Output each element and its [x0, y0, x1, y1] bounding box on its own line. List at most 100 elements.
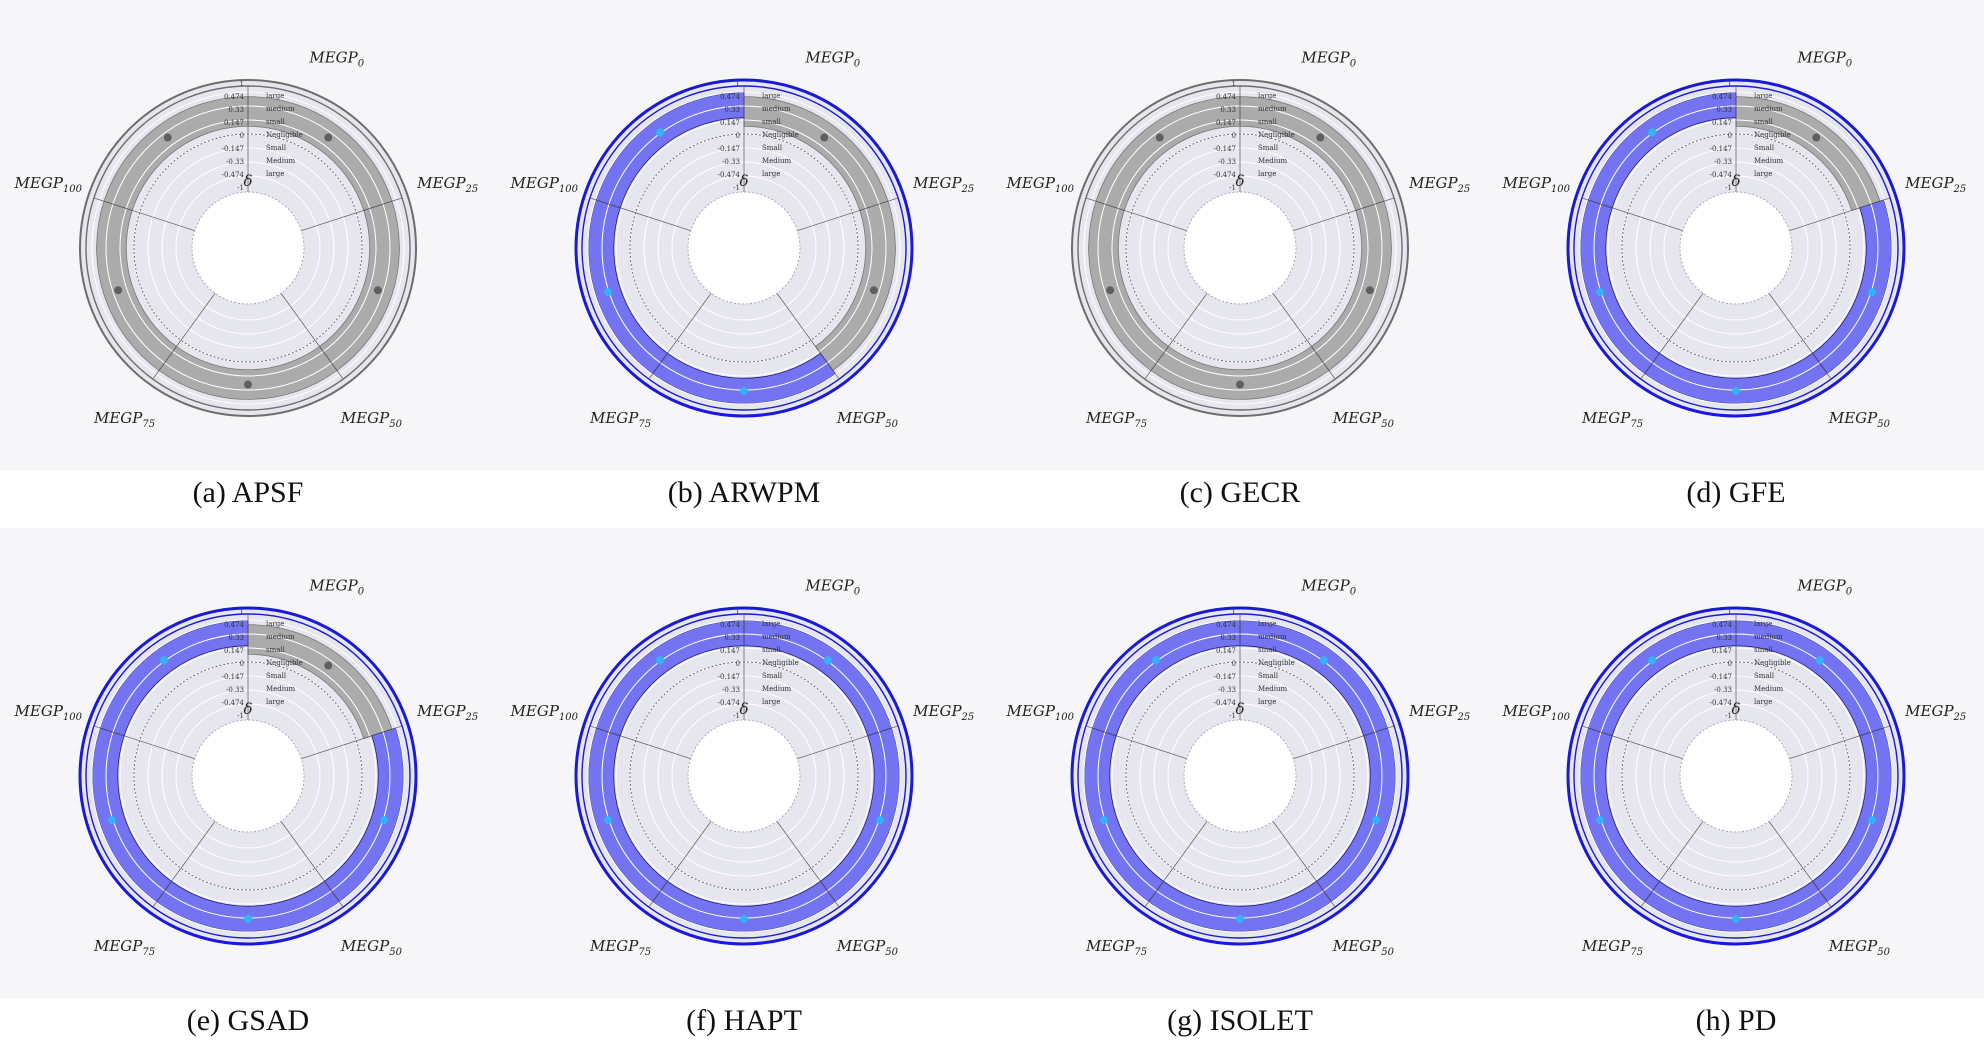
radial-tick: 0.33 [1716, 106, 1732, 114]
radial-tick: -0.474 [718, 171, 741, 179]
data-point-25 [379, 816, 388, 825]
axis-label-25: MEGP25 [416, 702, 478, 723]
panel-apsf: 1 0.474 0.33 0.147 0 -0.147 -0.33 -0.474 -1 large… [0, 0, 496, 528]
sector-line [648, 293, 712, 380]
polar-chart-gecr: 1 0.474 0.33 0.147 0 -0.147 -0.33 -0.474 -1 large… [992, 0, 1488, 470]
radial-tick: 0.147 [1216, 119, 1236, 127]
axis-label-50: MEGP50 [836, 409, 899, 430]
center-hole [1679, 719, 1793, 833]
polar-chart-arwpm: 1 0.474 0.33 0.147 0 -0.147 -0.33 -0.474 -1 large… [496, 0, 992, 470]
magnitude-label: Medium [266, 157, 296, 165]
magnitude-label: Small [266, 144, 287, 152]
delta-symbol: δ [1731, 172, 1740, 190]
radial-tick: 0.474 [224, 93, 245, 101]
radial-tick: 0.147 [1216, 647, 1236, 655]
axis-label-0: MEGP0 [1796, 577, 1852, 598]
magnitude-label: large [266, 620, 284, 628]
radial-tick: 0.474 [1216, 93, 1237, 101]
radial-tick: 0 [1728, 660, 1732, 668]
magnitude-label: Negligible [762, 659, 799, 667]
radial-tick: 0 [240, 660, 244, 668]
sector-line [301, 725, 403, 760]
axis-label-100: MEGP100 [510, 174, 579, 195]
magnitude-label: Small [1258, 144, 1279, 152]
magnitude-label: large [1754, 92, 1772, 100]
magnitude-label: Negligible [266, 659, 303, 667]
radial-tick: 0.474 [224, 621, 245, 629]
sector-line [797, 197, 899, 232]
magnitude-label: Small [762, 672, 783, 680]
axis-label-25: MEGP25 [912, 174, 974, 195]
magnitude-label: medium [762, 633, 791, 641]
magnitude-label: large [1258, 620, 1276, 628]
radial-tick: 0 [1232, 132, 1236, 140]
magnitude-label: Negligible [1258, 131, 1295, 139]
delta-symbol: δ [1235, 172, 1244, 190]
polar-chart-isolet: 1 0.474 0.33 0.147 0 -0.147 -0.33 -0.474 -1 large… [992, 528, 1488, 998]
radial-tick: -0.147 [1710, 673, 1732, 681]
radial-tick: -0.474 [1710, 171, 1733, 179]
data-point-50 [244, 914, 252, 923]
data-point-75 [1596, 816, 1605, 825]
magnitude-label: small [1258, 118, 1278, 126]
radial-tick: 0.474 [720, 93, 741, 101]
magnitude-label: Negligible [1754, 131, 1791, 139]
axis-label-100: MEGP100 [510, 702, 579, 723]
axis-label-75: MEGP75 [589, 937, 651, 958]
axis-label-50: MEGP50 [340, 937, 403, 958]
radial-tick: 1 [736, 608, 740, 616]
sector-line [93, 197, 195, 232]
panel-caption: (h) PD [1695, 1004, 1777, 1037]
data-point-75 [604, 816, 613, 825]
axis-label-75: MEGP75 [93, 409, 155, 430]
delta-symbol: δ [739, 172, 748, 190]
axis-label-75: MEGP75 [1581, 409, 1643, 430]
magnitude-label: small [1754, 646, 1774, 654]
axis-label-75: MEGP75 [93, 937, 155, 958]
radial-tick: 0.147 [224, 119, 244, 127]
magnitude-label: large [1258, 92, 1276, 100]
radial-tick: 0 [1728, 132, 1732, 140]
delta-symbol: δ [243, 700, 252, 718]
axis-label-100: MEGP100 [14, 174, 83, 195]
panel-isolet: 1 0.474 0.33 0.147 0 -0.147 -0.33 -0.474 -1 large… [992, 528, 1488, 1056]
magnitude-label: medium [1754, 105, 1783, 113]
center-hole [687, 719, 801, 833]
data-point-100 [159, 656, 168, 665]
magnitude-label: large [266, 698, 284, 706]
radial-tick: 0 [1232, 660, 1236, 668]
data-point-0 [1320, 656, 1329, 665]
axis-label-75: MEGP75 [1085, 937, 1147, 958]
magnitude-label: large [1258, 698, 1276, 706]
radial-tick: -0.33 [1218, 686, 1236, 694]
radial-tick: -0.474 [718, 699, 741, 707]
magnitude-label: large [1754, 170, 1772, 178]
center-hole [191, 719, 305, 833]
radial-tick: -0.474 [1214, 699, 1237, 707]
radial-tick: 0.33 [228, 634, 244, 642]
magnitude-label: large [762, 620, 780, 628]
magnitude-label: large [1258, 170, 1276, 178]
axis-label-25: MEGP25 [1904, 174, 1966, 195]
data-point-75 [604, 288, 613, 297]
sector-line [280, 821, 344, 908]
axis-label-100: MEGP100 [1006, 702, 1075, 723]
axis-label-0: MEGP0 [804, 577, 860, 598]
data-point-25 [1371, 816, 1380, 825]
sector-line [1768, 821, 1832, 908]
panel-gfe: 1 0.474 0.33 0.147 0 -0.147 -0.33 -0.474 -1 large… [1488, 0, 1984, 528]
magnitude-label: Medium [1258, 157, 1288, 165]
data-point-25 [373, 286, 382, 295]
panel-pd: 1 0.474 0.33 0.147 0 -0.147 -0.33 -0.474 -1 large… [1488, 528, 1984, 1056]
radial-tick: 0.474 [720, 621, 741, 629]
radial-tick: -1 [733, 712, 740, 720]
data-point-100 [1155, 133, 1164, 142]
radial-tick: -0.474 [1214, 171, 1237, 179]
sector-line [648, 821, 712, 908]
panel-caption: (c) GECR [1179, 476, 1301, 509]
magnitude-label: small [1754, 118, 1774, 126]
data-point-25 [875, 816, 884, 825]
radial-tick: 1 [240, 80, 244, 88]
axis-label-0: MEGP0 [1300, 577, 1356, 598]
radial-tick: -1 [1725, 184, 1732, 192]
